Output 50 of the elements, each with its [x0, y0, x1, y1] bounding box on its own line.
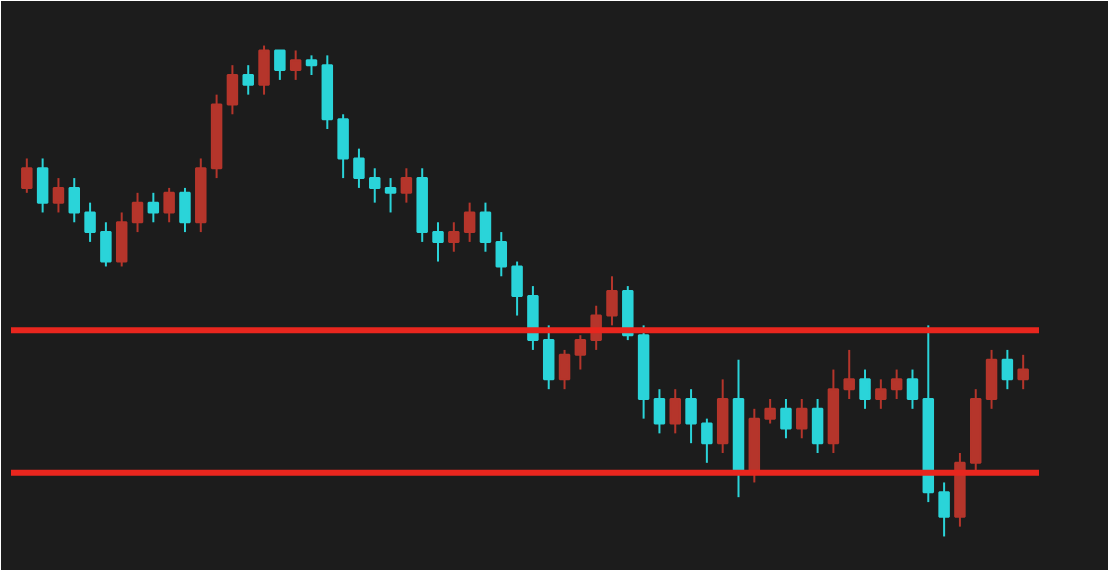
candlestick	[384, 177, 397, 214]
candlestick	[606, 275, 618, 327]
candlestick	[147, 191, 160, 224]
candlestick	[258, 44, 270, 96]
candlestick	[448, 221, 460, 253]
candlestick	[68, 177, 81, 224]
candlestick	[685, 388, 697, 445]
candlestick	[669, 388, 681, 435]
candlestick	[242, 64, 254, 96]
candlestick	[780, 398, 792, 440]
candlestick	[163, 186, 175, 224]
candlestick	[764, 398, 776, 425]
candlestick	[1001, 348, 1014, 391]
candlestick	[511, 260, 523, 317]
candlestick	[274, 49, 286, 81]
candlestick	[875, 378, 887, 410]
candlestick	[52, 177, 65, 214]
candlestick	[337, 113, 349, 180]
candlestick	[985, 348, 998, 410]
candlestick	[289, 49, 302, 81]
candlestick	[495, 231, 508, 278]
candlestick	[796, 398, 808, 440]
candlestick	[353, 147, 365, 189]
candlestick	[100, 221, 112, 268]
candlestick	[843, 348, 855, 400]
candlestick	[859, 368, 871, 410]
candlestick	[653, 388, 666, 435]
candlestick	[21, 157, 33, 194]
candlestick	[131, 191, 144, 234]
candlestick	[890, 368, 903, 400]
candlestick	[305, 54, 318, 76]
candlestick	[432, 221, 444, 263]
candlestick	[400, 167, 413, 204]
candlestick	[811, 398, 824, 454]
candlestick	[906, 368, 919, 410]
candlestick	[115, 211, 128, 268]
candlestick	[84, 201, 96, 243]
candlestick	[179, 186, 191, 234]
candlestick	[226, 64, 239, 116]
candlestick	[369, 167, 381, 204]
candlestick	[1017, 353, 1029, 391]
candlestick	[938, 481, 950, 538]
candlestick	[716, 378, 729, 454]
candlestick	[479, 201, 492, 253]
candlestick	[574, 334, 587, 371]
candlestick	[542, 324, 555, 391]
candlestick	[701, 417, 713, 464]
candlestick	[463, 201, 476, 243]
candlestick	[36, 157, 49, 214]
candlestick	[558, 348, 571, 391]
